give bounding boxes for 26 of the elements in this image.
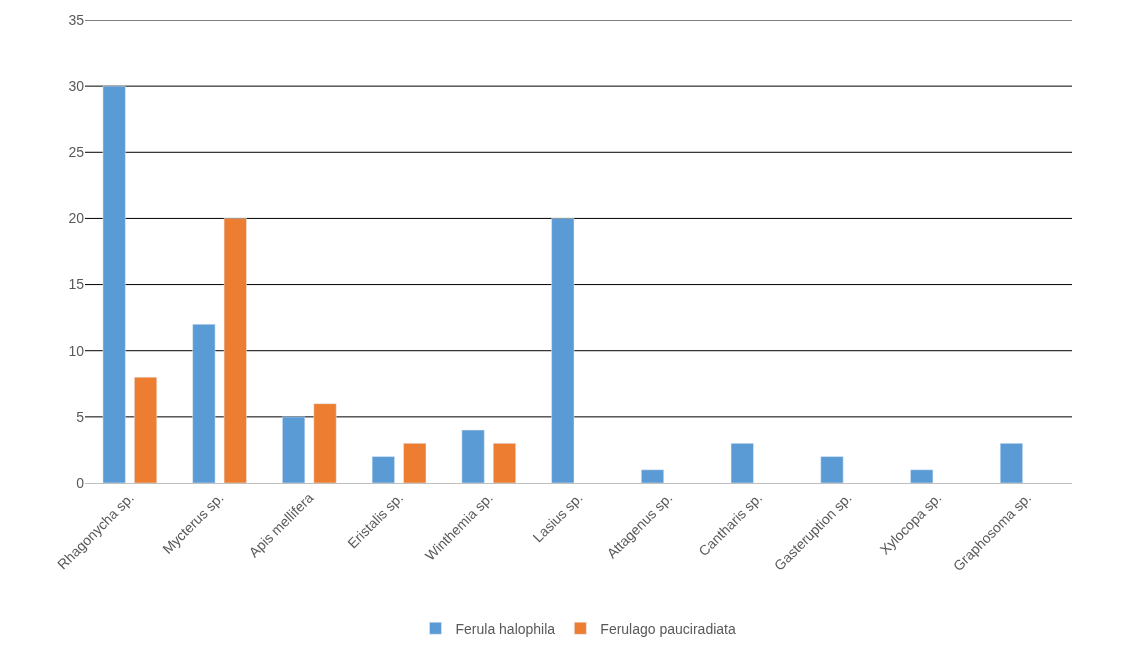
y-tick-label: 5 (76, 408, 85, 425)
y-tick-label: 35 (68, 11, 85, 28)
bar (223, 218, 247, 483)
y-tick-label: 15 (68, 276, 85, 293)
legend-label: Ferulago pauciradiata (600, 620, 736, 637)
y-tick-label: 25 (68, 144, 85, 161)
y-tick-label: 30 (68, 78, 85, 95)
bar (820, 456, 844, 483)
bar (102, 85, 126, 483)
bar (134, 376, 158, 483)
y-tick-label: 20 (68, 210, 85, 227)
bar (551, 218, 575, 483)
bar (910, 469, 934, 483)
bar (403, 443, 427, 483)
y-tick-label: 0 (76, 474, 85, 491)
bar (999, 443, 1023, 483)
bar (461, 429, 485, 483)
bar (493, 443, 516, 483)
y-tick-label: 10 (68, 342, 85, 359)
legend-label: Ferula halophila (455, 620, 556, 637)
bar (730, 443, 754, 483)
bar (371, 456, 395, 483)
bar (313, 403, 337, 483)
bar (192, 324, 216, 483)
bar (282, 416, 306, 483)
bar (641, 469, 664, 483)
